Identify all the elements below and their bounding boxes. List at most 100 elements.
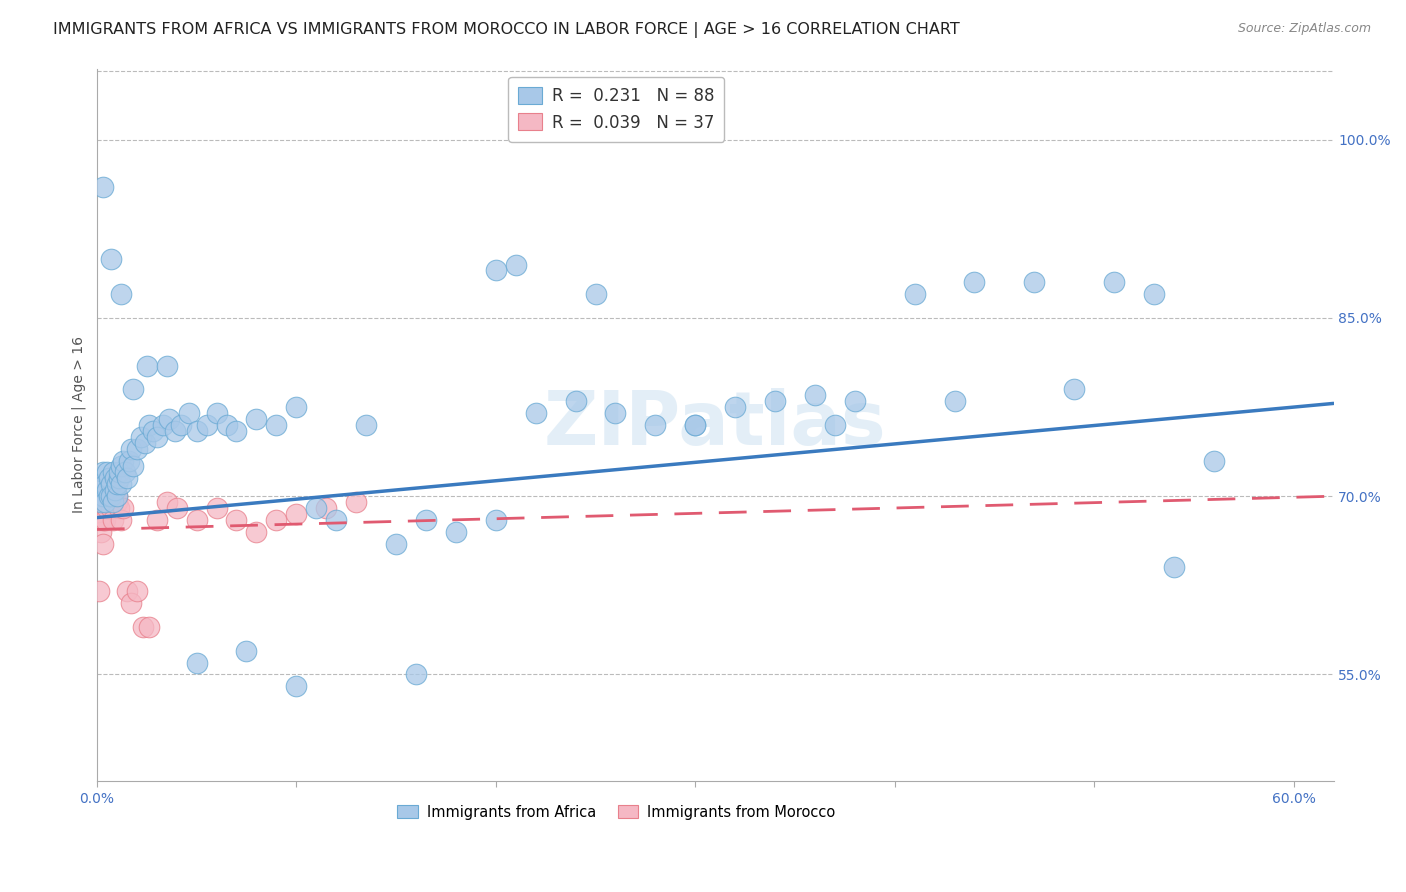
Point <box>186 424 208 438</box>
Point <box>90 489 112 503</box>
Point <box>844 394 866 409</box>
Point <box>135 359 157 373</box>
Point <box>285 679 308 693</box>
Point <box>105 477 128 491</box>
Point <box>524 406 547 420</box>
Point <box>156 359 179 373</box>
Point <box>104 489 127 503</box>
Point <box>110 459 132 474</box>
Text: Source: ZipAtlas.com: Source: ZipAtlas.com <box>1237 22 1371 36</box>
Point <box>87 513 110 527</box>
Point <box>110 477 132 491</box>
Point <box>444 524 467 539</box>
Point <box>107 471 129 485</box>
Point <box>245 412 267 426</box>
Point <box>138 620 160 634</box>
Point <box>110 513 132 527</box>
Point <box>121 459 143 474</box>
Point <box>963 276 986 290</box>
Point <box>90 495 112 509</box>
Point <box>145 430 167 444</box>
Point <box>91 537 114 551</box>
Point <box>943 394 966 409</box>
Point <box>104 471 127 485</box>
Point <box>91 466 114 480</box>
Point <box>225 424 247 438</box>
Point <box>90 524 112 539</box>
Point <box>266 417 288 432</box>
Point <box>111 453 134 467</box>
Text: ZIPatlas: ZIPatlas <box>544 388 887 461</box>
Point <box>100 501 122 516</box>
Point <box>96 501 118 516</box>
Point <box>101 495 124 509</box>
Legend: Immigrants from Africa, Immigrants from Morocco: Immigrants from Africa, Immigrants from … <box>391 798 841 825</box>
Point <box>325 513 347 527</box>
Point <box>169 417 191 432</box>
Point <box>344 495 367 509</box>
Point <box>145 513 167 527</box>
Point <box>100 489 122 503</box>
Point <box>110 287 132 301</box>
Point <box>683 417 706 432</box>
Point <box>1163 560 1185 574</box>
Point <box>91 489 114 503</box>
Point <box>405 667 427 681</box>
Point <box>152 417 174 432</box>
Point <box>120 596 142 610</box>
Point <box>91 180 114 194</box>
Point <box>505 258 527 272</box>
Point <box>485 513 508 527</box>
Point <box>87 584 110 599</box>
Point <box>605 406 627 420</box>
Point <box>142 424 165 438</box>
Point <box>285 507 308 521</box>
Point <box>824 417 846 432</box>
Point <box>134 435 156 450</box>
Point <box>195 417 218 432</box>
Point <box>105 489 128 503</box>
Point <box>96 483 118 498</box>
Point <box>166 501 188 516</box>
Point <box>101 466 124 480</box>
Point <box>132 620 155 634</box>
Point <box>100 252 122 266</box>
Point <box>1102 276 1125 290</box>
Point <box>585 287 607 301</box>
Point <box>904 287 927 301</box>
Point <box>245 524 267 539</box>
Point <box>305 501 328 516</box>
Point <box>129 430 152 444</box>
Point <box>157 412 180 426</box>
Point <box>235 643 257 657</box>
Y-axis label: In Labor Force | Age > 16: In Labor Force | Age > 16 <box>72 336 86 514</box>
Point <box>156 495 179 509</box>
Point <box>107 466 129 480</box>
Point <box>101 513 124 527</box>
Point <box>96 466 118 480</box>
Point <box>115 584 138 599</box>
Point <box>105 495 128 509</box>
Point <box>97 471 120 485</box>
Point <box>177 406 200 420</box>
Point <box>94 495 117 509</box>
Point <box>354 417 377 432</box>
Point <box>385 537 408 551</box>
Point <box>101 495 124 509</box>
Point <box>118 453 141 467</box>
Point <box>97 489 120 503</box>
Point <box>91 513 114 527</box>
Point <box>215 417 238 432</box>
Point <box>100 489 122 503</box>
Point <box>804 388 827 402</box>
Point <box>114 466 136 480</box>
Point <box>94 513 117 527</box>
Point <box>104 483 127 498</box>
Point <box>415 513 437 527</box>
Point <box>1143 287 1166 301</box>
Point <box>315 501 337 516</box>
Point <box>724 400 747 414</box>
Point <box>644 417 666 432</box>
Point <box>564 394 586 409</box>
Point <box>120 442 142 456</box>
